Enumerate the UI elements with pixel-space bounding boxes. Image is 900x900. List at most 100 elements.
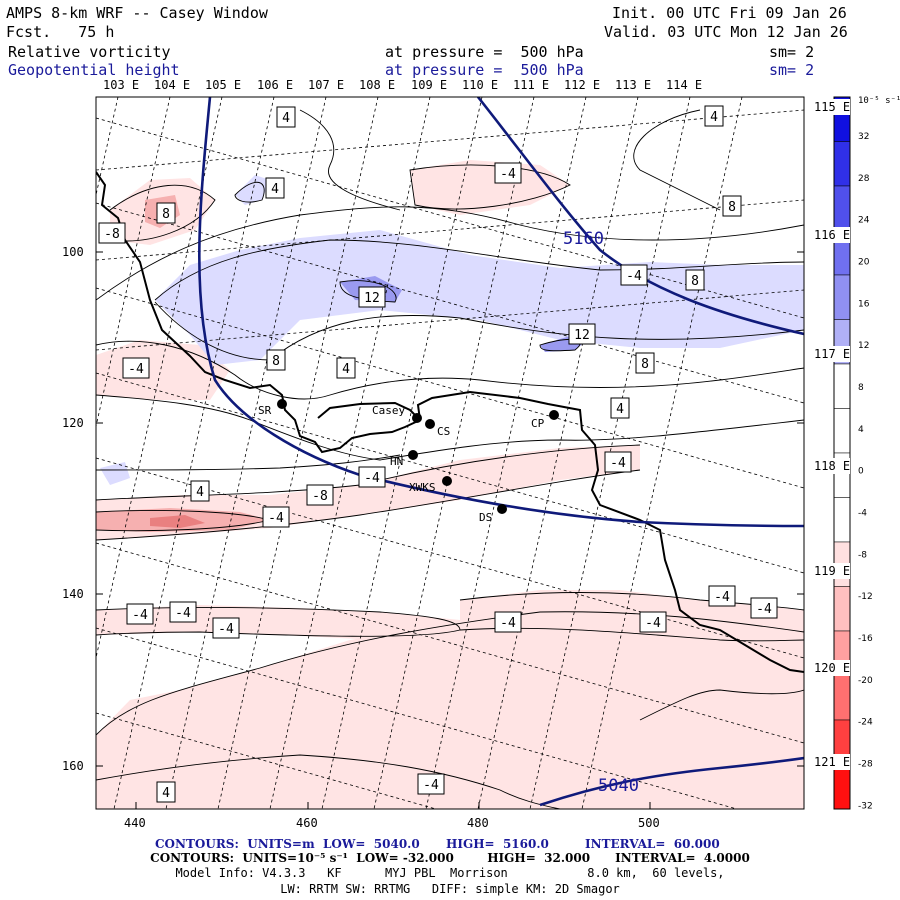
colorbar-segment [833,274,851,320]
station-label: CP [531,417,545,430]
field2-smooth: sm= 2 [769,61,815,79]
vorticity-contour-label: -4 [750,597,778,619]
coastline-inner [317,401,421,421]
vorticity-contour-label: 4 [336,357,356,379]
vorticity-contour-labels: 4 -4 4 8 -8 -4 12 8 12 8 4 -4 8 4 -4 -8 -4 4 -4 -4 -4 -4 -4 -4 -… [98,105,778,803]
vorticity-contour-label: 8 [266,349,286,371]
colorbar-label: 8 [858,383,864,393]
longitude-label: 114 E [666,78,703,92]
station-marker [497,504,507,514]
svg-text:-4: -4 [175,606,191,621]
colorbar-segment [833,497,851,543]
colorbar-segment [833,141,851,187]
longitude-label: 109 E [411,78,448,92]
x-tick-label: 440 [124,816,146,830]
negative-vorticity-core-fill [150,515,205,528]
colorbar-label: 32 [858,132,869,142]
y-tick-label: 160 [62,759,84,773]
y-tick-label: 120 [62,416,84,430]
vorticity-contour-label: -4 [122,357,150,379]
station-label: DS [479,511,492,524]
colorbar-label: 28 [858,174,870,184]
height-label-5040: 5040 [598,776,639,796]
station-marker [277,399,287,409]
svg-text:4: 4 [342,362,350,377]
station-marker [442,476,452,486]
vorticity-contour-label: 8 [685,269,705,291]
station-marker [408,450,418,460]
longitude-label: 113 E [615,78,652,92]
station-marker [412,413,422,423]
station-marker [425,419,435,429]
svg-text:-4: -4 [132,608,148,623]
svg-text:8: 8 [162,207,170,222]
y-tick-label: 140 [62,587,84,601]
vorticity-contour-label: -4 [262,506,290,528]
colorbar-label: -8 [858,550,867,560]
height-label-5160: 5160 [563,229,604,249]
longitude-label: 110 E [462,78,499,92]
latitude-label: 121 E [814,754,851,770]
colorbar-segment [833,675,851,721]
svg-text:8: 8 [728,200,736,215]
colorbar-segment [833,586,851,632]
colorbar-label: -32 [858,801,873,811]
svg-text:-4: -4 [128,362,144,377]
svg-text:4: 4 [271,182,279,197]
latitude-label: 115 E [814,99,851,115]
colorbar-label: -28 [858,759,873,769]
vorticity-contour-label: 8 [156,202,176,224]
y-tick-label: 100 [62,245,84,259]
station-label: CS [437,425,450,438]
footer-vorticity: CONTOURS: UNITS=10⁻⁵ s⁻¹ LOW= -32.000 HI… [150,851,750,865]
latitude-label: 118 E [814,458,851,474]
svg-text:-8: -8 [104,227,120,242]
station-label: SR [258,404,272,417]
footer-height-mid: HIGH= 5160.0 [446,837,549,851]
svg-text:-4: -4 [610,456,626,471]
longitude-label: 103 E [103,78,140,92]
colorbar-label: 20 [858,257,870,267]
colorbar-label: 24 [858,216,870,226]
latitude-label: 120 E [814,660,851,676]
colorbar-label: -4 [858,508,867,518]
vorticity-contour-label: -4 [639,611,667,633]
svg-text:12: 12 [574,328,590,343]
svg-text:-4: -4 [756,602,772,617]
svg-text:4: 4 [616,402,624,417]
vorticity-contour-label: -4 [494,162,522,184]
svg-text:-8: -8 [312,489,328,504]
field1-name: Relative vorticity [8,43,171,61]
svg-text:12: 12 [364,291,380,306]
colorbar-label: 12 [858,341,869,351]
vorticity-contour-label: 12 [358,286,386,308]
colorbar-segment [833,764,851,810]
svg-text:4: 4 [710,110,718,125]
latitude-label: 116 E [814,227,851,243]
longitude-label: 106 E [257,78,294,92]
vorticity-contour-label: -4 [417,773,445,795]
vorticity-contour-label: -4 [604,451,632,473]
longitude-label: 108 E [359,78,396,92]
field2-name: Geopotential height [8,61,180,79]
latitude-label: 119 E [814,563,851,579]
vorticity-contour-label: -8 [98,222,126,244]
footer-physics: LW: RRTM SW: RRTMG DIFF: simple KM: 2D S… [280,882,620,896]
x-tick-label: 480 [467,816,489,830]
graticule [96,97,804,809]
longitude-label: 111 E [513,78,550,92]
svg-text:-4: -4 [364,471,380,486]
colorbar-segment [833,185,851,231]
x-tick-label: 500 [638,816,660,830]
valid-time: Valid. 03 UTC Mon 12 Jan 26 [604,23,848,41]
longitude-label: 112 E [564,78,601,92]
vorticity-contour-label: -4 [620,264,648,286]
vorticity-contour-label: 4 [610,397,630,419]
station-marker [549,410,559,420]
longitude-label: 104 E [154,78,191,92]
vorticity-contour-label: -4 [212,617,240,639]
colorbar-label: -24 [858,718,873,728]
colorbar-label: 4 [858,425,864,435]
positive-vorticity-fill [100,175,804,485]
